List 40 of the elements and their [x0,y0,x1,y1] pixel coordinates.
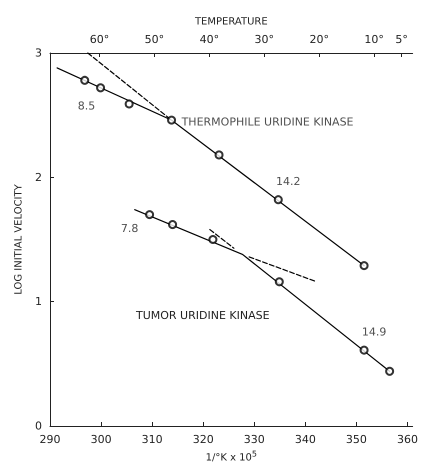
y-tick-label: 1 [35,295,42,308]
x-tick-label: 290 [40,433,60,446]
annotation: 7.8 [120,222,138,236]
y-tick-label: 0 [35,420,42,432]
annotation: 8.5 [78,99,96,112]
x2-axis-title: TEMPERATURE [194,16,268,28]
point [167,116,176,125]
x2-tick-label: 60° [90,33,110,46]
x-tick-label: 320 [192,433,214,446]
point [274,277,284,286]
x2-tick-label: 5° [395,33,408,46]
x-tick-label: 340 [294,433,316,446]
point [360,346,369,355]
x-tick-label: 360 [397,433,418,446]
y-axis-title: LOG INITIAL VELOCITY [14,183,24,295]
point [80,76,90,85]
point [145,210,154,220]
x-tick-label: 310 [142,433,163,446]
annotation: 14.2 [276,175,301,188]
annotation: 14.9 [362,326,386,339]
point [385,366,394,376]
x-tick-label: 300 [90,433,112,446]
annotation: TUMOR URIDINE KINASE [135,309,270,322]
x2-tick-label: 50° [144,33,164,46]
point [360,261,369,270]
y-tick-label: 2 [35,170,42,184]
point [96,83,106,92]
point [214,150,224,160]
x-tick-label: 330 [244,433,265,446]
y-tick-label: 3 [35,46,42,60]
x2-tick-label: 30° [254,33,274,46]
x-tick-label: 350 [346,433,367,446]
x2-tick-label: 20° [309,33,329,46]
x2-tick-label: 10° [364,33,384,46]
point [168,220,178,230]
point [208,235,218,244]
x2-tick-label: 40° [200,33,220,46]
point [124,99,134,108]
annotation: THERMOPHILE URIDINE KINASE [180,116,354,129]
point [274,195,283,204]
